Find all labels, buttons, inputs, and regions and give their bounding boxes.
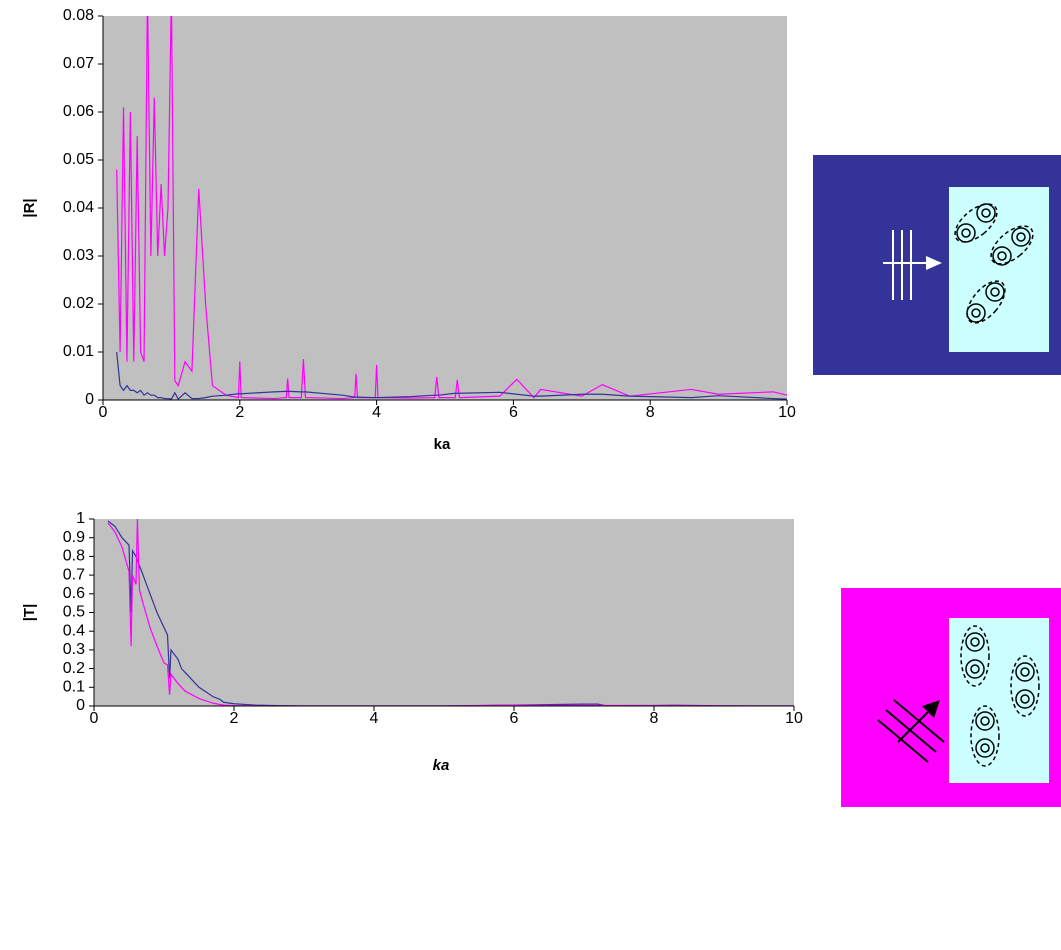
plot-lines (107, 519, 794, 706)
x-axis-label: ka (433, 757, 450, 774)
y-tick-label: 0.4 (63, 622, 85, 639)
y-axis-label: |R| (21, 198, 38, 217)
data-line (116, 16, 787, 400)
x-tick-label: 4 (372, 404, 381, 421)
y-tick-label: 0.03 (63, 247, 94, 264)
y-tick-label: 0.5 (63, 604, 85, 621)
y-tick-label: 0.07 (63, 55, 94, 72)
x-tick-label: 8 (650, 710, 659, 727)
y-tick-label: 0.8 (63, 548, 85, 565)
x-tick-label: 8 (646, 404, 655, 421)
data-line (116, 351, 787, 400)
y-tick-label: 0.06 (63, 103, 94, 120)
y-axis-label: |T| (21, 604, 38, 622)
plot-lines (116, 16, 787, 400)
y-tick-label: 0.2 (63, 660, 85, 677)
y-tick-label: 0.7 (63, 566, 85, 583)
y-tick-label: 0.9 (63, 529, 85, 546)
data-line (107, 519, 794, 706)
plot-area (103, 16, 787, 400)
x-axis-label: ka (434, 436, 451, 453)
x-tick-label: 2 (230, 710, 239, 727)
y-tick-label: 0.3 (63, 641, 85, 658)
x-tick-label: 6 (509, 404, 518, 421)
y-tick-label: 0.01 (63, 343, 94, 360)
x-tick-label: 10 (785, 710, 803, 727)
x-tick-label: 4 (370, 710, 379, 727)
schematic-reflection (813, 155, 1061, 375)
y-tick-label: 0.05 (63, 151, 94, 168)
y-tick-label: 0 (85, 391, 94, 408)
schematic-transmission (841, 588, 1061, 807)
y-tick-label: 1 (76, 510, 85, 527)
x-tick-label: 10 (778, 404, 796, 421)
plot-area (94, 519, 794, 706)
y-tick-label: 0 (76, 697, 85, 714)
y-tick-label: 0.04 (63, 199, 94, 216)
x-tick-label: 0 (99, 404, 108, 421)
x-tick-label: 2 (235, 404, 244, 421)
y-tick-label: 0.02 (63, 295, 94, 312)
x-tick-label: 6 (510, 710, 519, 727)
y-tick-label: 0.08 (63, 7, 94, 24)
y-tick-label: 0.1 (63, 679, 85, 696)
x-tick-label: 0 (90, 710, 99, 727)
y-tick-label: 0.6 (63, 585, 85, 602)
